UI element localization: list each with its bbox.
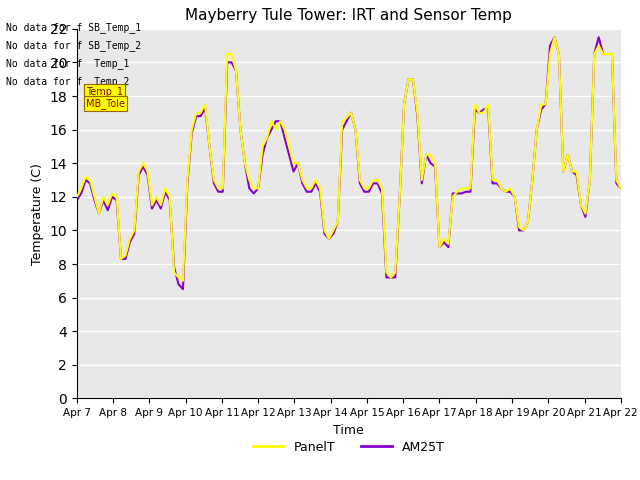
Legend: PanelT, AM25T: PanelT, AM25T: [248, 436, 450, 459]
Text: No data for f  Temp_1: No data for f Temp_1: [6, 58, 130, 69]
Text: No data for f SB_Temp_1: No data for f SB_Temp_1: [6, 22, 141, 33]
Text: No data for f  Temp_2: No data for f Temp_2: [6, 76, 130, 87]
Y-axis label: Temperature (C): Temperature (C): [31, 163, 44, 264]
Title: Mayberry Tule Tower: IRT and Sensor Temp: Mayberry Tule Tower: IRT and Sensor Temp: [186, 9, 512, 24]
Text: MB_Tole: MB_Tole: [86, 98, 125, 109]
X-axis label: Time: Time: [333, 424, 364, 437]
Text: Temp_1: Temp_1: [86, 86, 124, 97]
Text: No data for f SB_Temp_2: No data for f SB_Temp_2: [6, 40, 141, 51]
